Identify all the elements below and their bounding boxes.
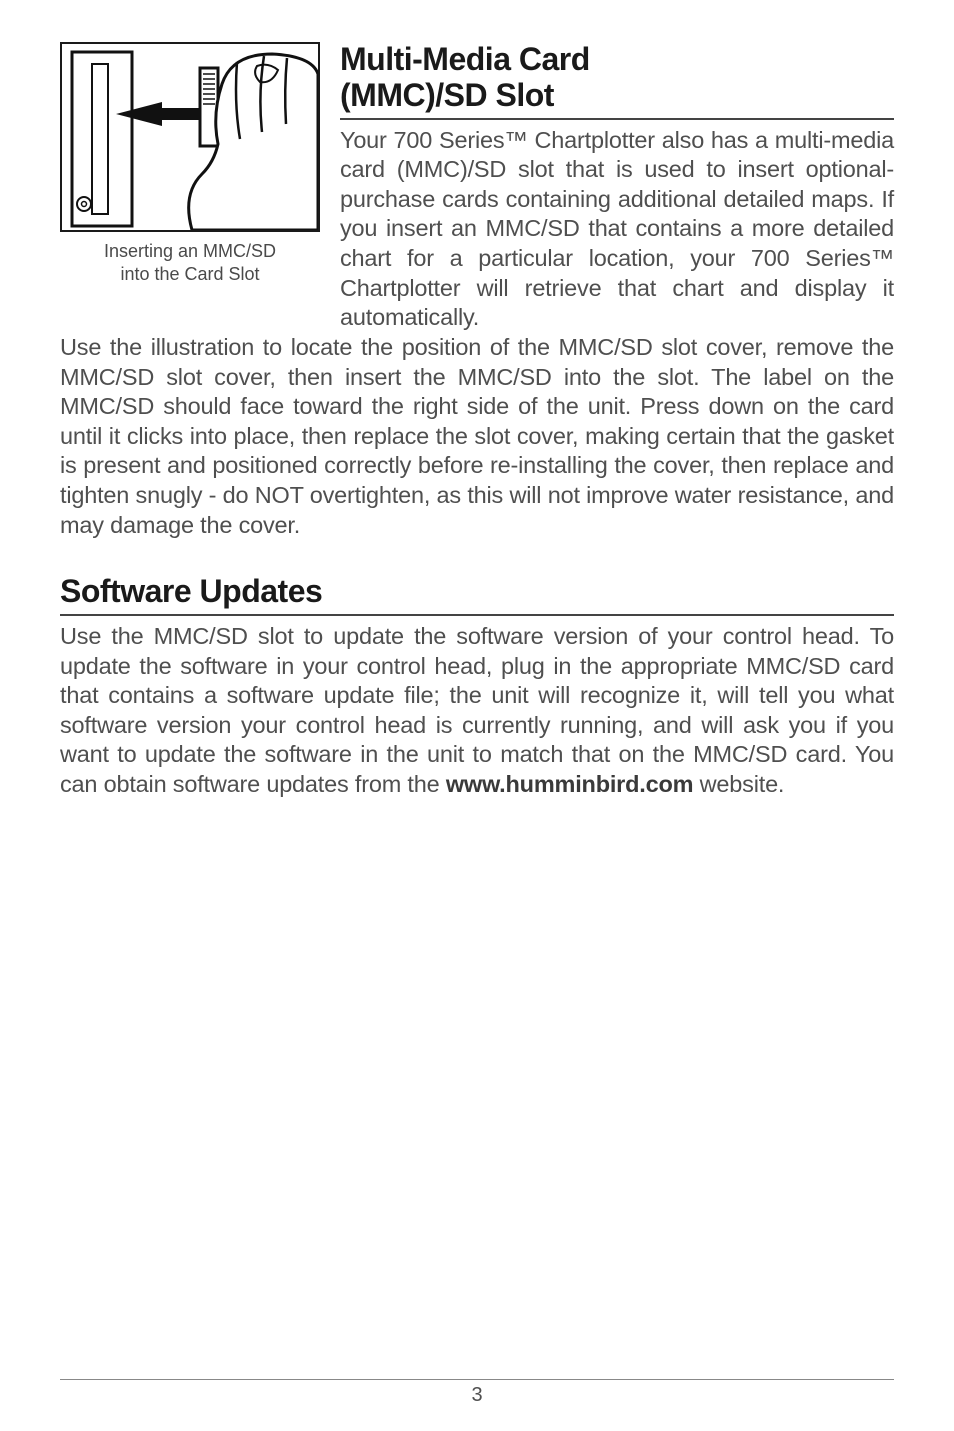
section-2-url: www.humminbird.com [446,771,694,797]
title-line-2: (MMC)/SD Slot [340,77,554,113]
page-footer: 3 [60,1379,894,1407]
title-line-1: Multi-Media Card [340,41,590,77]
section-1-title: Multi-Media Card (MMC)/SD Slot [340,42,894,114]
figure-column: Inserting an MMC/SD into the Card Slot [60,42,320,333]
mmc-sd-illustration [60,42,320,232]
document-page: Inserting an MMC/SD into the Card Slot M… [0,0,954,1431]
top-section: Inserting an MMC/SD into the Card Slot M… [60,42,894,333]
section-2-rule [60,614,894,616]
section-2-text-post: website. [693,771,784,797]
caption-line-2: into the Card Slot [120,264,259,284]
section-1-rule [340,118,894,120]
section-2-title: Software Updates [60,574,894,610]
page-number: 3 [471,1384,482,1406]
section-2: Software Updates Use the MMC/SD slot to … [60,574,894,799]
figure-caption: Inserting an MMC/SD into the Card Slot [104,240,276,285]
section-1-para-right: Your 700 Series™ Chartplotter also has a… [340,126,894,333]
caption-line-1: Inserting an MMC/SD [104,241,276,261]
section-1-right: Multi-Media Card (MMC)/SD Slot Your 700 … [340,42,894,333]
section-2-para: Use the MMC/SD slot to update the softwa… [60,622,894,800]
section-1-para-full: Use the illustration to locate the posit… [60,333,894,540]
